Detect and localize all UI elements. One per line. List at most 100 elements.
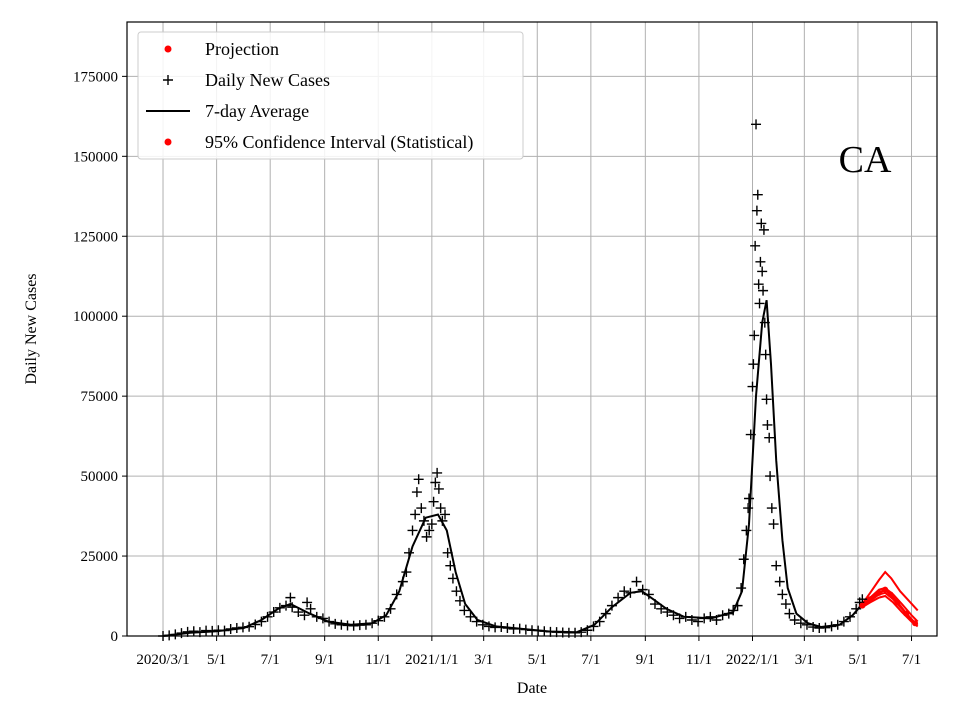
y-tick-label: 150000 <box>73 149 118 165</box>
y-axis-label: Daily New Cases <box>23 273 40 384</box>
daily-case-marker <box>761 394 772 405</box>
daily-case-marker <box>749 330 760 341</box>
daily-case-marker <box>751 119 762 130</box>
x-tick-label: 11/1 <box>365 652 391 668</box>
x-tick-label: 9/1 <box>636 652 655 668</box>
x-tick-label: 3/1 <box>795 652 814 668</box>
x-tick-label: 3/1 <box>474 652 493 668</box>
projection-point <box>876 589 883 596</box>
daily-case-marker <box>305 603 316 614</box>
daily-case-marker <box>784 608 795 619</box>
confidence-interval-line <box>861 570 919 612</box>
daily-case-marker <box>738 554 749 565</box>
daily-case-marker <box>421 531 432 542</box>
daily-case-marker <box>188 626 199 637</box>
legend: Projection Daily New Cases 7-day Average 95… <box>137 31 524 160</box>
y-tick-label: 25000 <box>81 549 119 565</box>
daily-case-marker <box>613 592 624 603</box>
daily-case-marker <box>780 599 791 610</box>
daily-case-marker <box>760 349 771 360</box>
legend-label: 95% Confidence Interval (Statistical) <box>205 132 473 153</box>
projection-point <box>912 620 919 627</box>
projection-point <box>867 596 874 603</box>
x-tick-label: 5/1 <box>207 652 226 668</box>
daily-case-marker <box>766 503 777 514</box>
daily-case-marker <box>764 432 775 443</box>
daily-case-marker <box>285 592 296 603</box>
daily-case-marker <box>743 493 754 504</box>
data-layer <box>158 119 919 641</box>
x-tick-label: 5/1 <box>848 652 867 668</box>
legend-label: Daily New Cases <box>205 70 330 90</box>
legend-dot-marker <box>164 45 172 53</box>
legend-plus-marker <box>163 75 173 85</box>
x-tick-label: 9/1 <box>315 652 334 668</box>
daily-case-marker <box>751 205 762 216</box>
daily-case-marker <box>411 487 422 498</box>
daily-case-marker <box>428 496 439 507</box>
daily-case-marker <box>741 525 752 536</box>
daily-case-marker <box>432 467 443 478</box>
daily-case-marker <box>451 586 462 597</box>
x-tick-label: 7/1 <box>581 652 600 668</box>
daily-case-marker <box>765 471 776 482</box>
projection-point <box>882 586 889 593</box>
legend-dot-marker <box>164 138 172 146</box>
confidence-interval-line <box>861 586 919 623</box>
daily-case-marker <box>752 189 763 200</box>
y-tick-label: 75000 <box>81 389 119 405</box>
daily-case-marker <box>758 224 769 235</box>
x-axis-label: Date <box>517 680 547 697</box>
projection-point <box>887 591 894 598</box>
daily-case-marker <box>771 560 782 571</box>
y-tick-label: 0 <box>111 629 119 645</box>
y-tick-label: 100000 <box>73 309 118 325</box>
daily-case-marker <box>789 615 800 626</box>
y-tick-label: 50000 <box>81 469 119 485</box>
projection-point <box>859 602 866 609</box>
seven-day-average-line <box>162 300 864 637</box>
daily-case-marker <box>755 256 766 267</box>
legend-label: Projection <box>205 39 279 59</box>
x-tick-label: 5/1 <box>528 652 547 668</box>
daily-case-marker <box>750 240 761 251</box>
daily-case-marker <box>631 576 642 587</box>
legend-frame <box>137 31 524 160</box>
daily-case-marker <box>758 285 769 296</box>
legend-label: 7-day Average <box>205 101 309 121</box>
daily-case-marker <box>762 419 773 430</box>
daily-case-marker <box>435 503 446 514</box>
y-tick-label: 175000 <box>73 69 118 85</box>
daily-case-marker <box>857 594 868 605</box>
daily-case-marker <box>440 509 451 520</box>
daily-case-marker <box>795 618 806 629</box>
daily-case-marker <box>754 298 765 309</box>
daily-case-marker <box>447 573 458 584</box>
daily-case-marker <box>774 576 785 587</box>
daily-case-marker <box>413 474 424 485</box>
x-tick-label: 2020/3/1 <box>136 652 189 668</box>
axes: 2020/3/1 5/1 7/1 9/1 11/1 2021/1/1 3/1 5/1 7/1 9/… <box>73 69 921 668</box>
x-tick-label: 11/1 <box>686 652 712 668</box>
region-label: CA <box>839 139 892 181</box>
daily-case-marker <box>426 519 437 530</box>
daily-case-marker <box>753 279 764 290</box>
plot-frame <box>126 21 938 637</box>
daily-case-marker <box>768 519 779 530</box>
x-tick-label: 2021/1/1 <box>405 652 458 668</box>
x-tick-label: 2022/1/1 <box>726 652 779 668</box>
projection-point <box>894 599 901 606</box>
daily-case-marker <box>777 589 788 600</box>
daily-case-marker <box>459 605 470 616</box>
daily-case-marker <box>410 509 421 520</box>
x-tick-label: 7/1 <box>261 652 280 668</box>
daily-case-marker <box>430 477 441 488</box>
daily-case-marker <box>619 586 630 597</box>
daily-case-marker <box>433 483 444 494</box>
daily-case-marker <box>743 503 754 514</box>
y-tick-label: 125000 <box>73 229 118 245</box>
daily-case-marker <box>748 359 759 370</box>
daily-case-marker <box>416 503 427 514</box>
x-tick-label: 7/1 <box>902 652 921 668</box>
